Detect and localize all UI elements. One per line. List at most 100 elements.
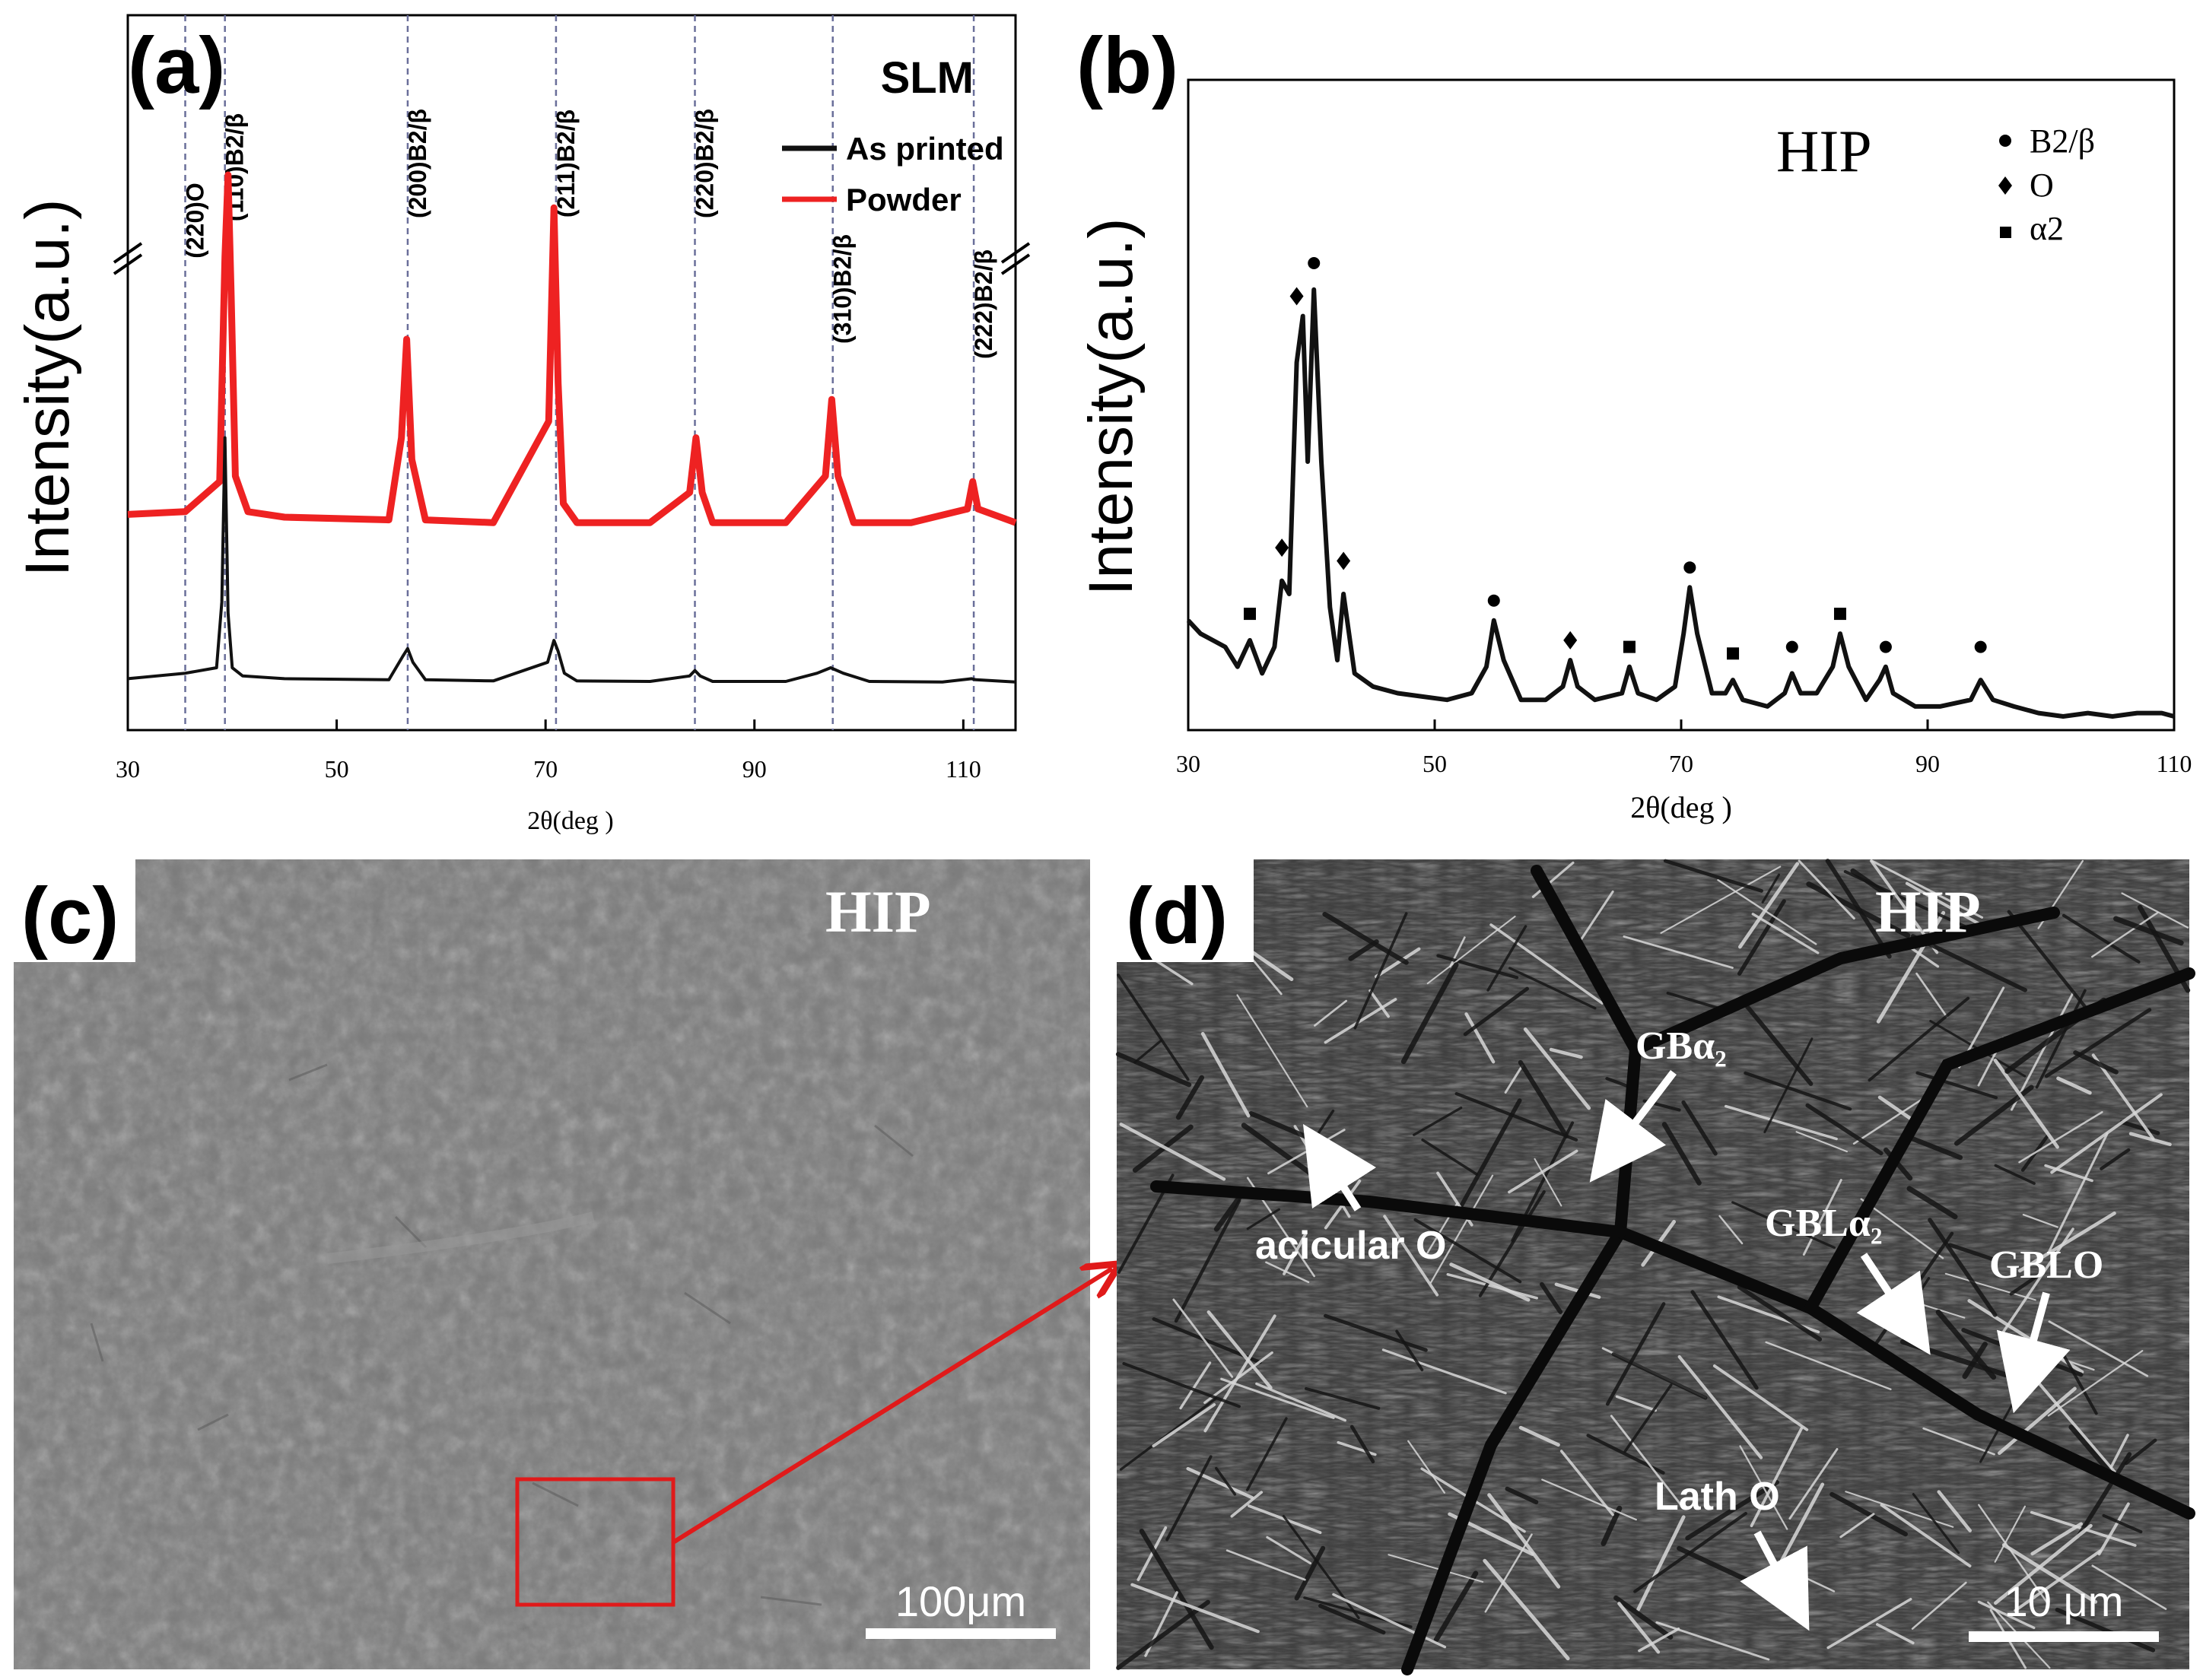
marker-diamond xyxy=(1337,551,1351,570)
lath xyxy=(1935,1309,1997,1380)
x-tick-label: 70 xyxy=(1669,750,1693,777)
lath xyxy=(2011,991,2074,1111)
lath xyxy=(1661,1122,1702,1186)
reference-line-label: (222)B2/β xyxy=(970,249,997,359)
lath xyxy=(1206,1310,1273,1389)
lath xyxy=(1750,1427,1803,1528)
lath xyxy=(1318,1603,1386,1635)
lath xyxy=(1601,1505,1623,1547)
lath xyxy=(1993,1058,2059,1149)
lath xyxy=(1489,923,1604,1005)
lath xyxy=(1213,1191,1245,1232)
lath xyxy=(1860,1198,1944,1259)
lath xyxy=(1505,1486,1539,1505)
y-axis-label: Intensity(a.u.) xyxy=(1076,218,1146,596)
lath xyxy=(1433,1570,1479,1643)
lath xyxy=(1353,912,1408,1030)
lath xyxy=(1349,1424,1375,1464)
lath xyxy=(1977,1600,2036,1630)
x-tick-label: 90 xyxy=(742,755,767,783)
lath xyxy=(1928,1218,1998,1317)
micrograph-image xyxy=(14,859,1090,1669)
lath xyxy=(1395,1329,1424,1372)
lath xyxy=(1245,1417,1288,1491)
lath xyxy=(1623,1383,1673,1453)
lath xyxy=(1998,1227,2074,1339)
chart-title: SLM xyxy=(881,53,974,103)
lath xyxy=(1534,1158,1562,1207)
lath xyxy=(1912,1493,1960,1555)
zoom-arrow xyxy=(672,1269,1112,1545)
lath xyxy=(2113,916,2184,946)
reference-line-label: (200)B2/β xyxy=(404,109,431,218)
lath xyxy=(1413,1218,1522,1284)
marker-diamond xyxy=(1275,538,1289,557)
lath xyxy=(1540,1281,1563,1314)
lath xyxy=(1962,1342,1988,1380)
y-axis-label: Intensity(a.u.) xyxy=(13,199,82,577)
lath xyxy=(1718,1215,1744,1245)
micrograph-low-mag: (c) HIP 100μm xyxy=(14,859,1112,1669)
lath xyxy=(1623,935,1734,969)
lath xyxy=(1119,1123,1226,1181)
lath xyxy=(1685,1480,1779,1541)
lath xyxy=(2077,1452,2132,1538)
lath xyxy=(1429,1174,1494,1284)
lath xyxy=(1294,1545,1326,1601)
lath xyxy=(2056,1076,2092,1095)
lath xyxy=(1574,890,1614,950)
lath xyxy=(1751,913,1820,954)
lath xyxy=(1388,1554,1484,1583)
x-ticks: 30 50 70 90 110 xyxy=(116,719,981,783)
lath xyxy=(1712,1364,1809,1431)
lath xyxy=(2018,1111,2103,1164)
lath xyxy=(1610,1415,1685,1510)
lath xyxy=(1541,1478,1637,1521)
lath xyxy=(1220,1377,1335,1419)
lath xyxy=(2046,1132,2109,1256)
lath xyxy=(1523,1027,1591,1110)
lath xyxy=(1487,1493,1561,1589)
lath xyxy=(2014,1549,2102,1612)
panel-label-bg xyxy=(14,859,135,962)
lath xyxy=(1305,1386,1381,1410)
lath xyxy=(1531,861,1575,898)
lath xyxy=(1518,1425,1560,1447)
series-group xyxy=(1186,287,2175,719)
series-line-as-printed xyxy=(127,436,1016,684)
lath xyxy=(1731,1201,1836,1250)
plot-frame xyxy=(1187,78,2176,732)
lath xyxy=(1763,1037,1814,1134)
lath xyxy=(1915,1071,1998,1100)
scale-bar-label: 100μm xyxy=(895,1577,1026,1625)
lath xyxy=(1322,911,1409,965)
lath xyxy=(1740,998,1814,1086)
lath xyxy=(2030,1522,2084,1556)
legend: As printed Powder xyxy=(782,131,1004,218)
legend-marker-square xyxy=(2000,227,2011,238)
lath xyxy=(2119,1119,2160,1135)
panel-label-c: (c) xyxy=(21,872,119,961)
lath xyxy=(1677,1354,1763,1459)
phase-markers xyxy=(1244,257,1987,660)
legend-label-b2: B2/β xyxy=(2030,122,2095,160)
lath xyxy=(1805,1103,1884,1156)
lath xyxy=(1314,999,1347,1027)
texture-band xyxy=(326,1212,595,1264)
lath xyxy=(2124,1438,2157,1466)
phase-label: HIP xyxy=(825,878,931,945)
lath xyxy=(1738,862,1800,949)
lath xyxy=(1660,865,1782,934)
phase-label: HIP xyxy=(1875,878,1981,945)
lath-texture xyxy=(1115,859,2191,1670)
arrow-acicular-o xyxy=(1302,1123,1377,1212)
lath xyxy=(1978,1504,2049,1605)
lath xyxy=(2121,892,2189,929)
lath xyxy=(1426,916,1516,985)
lath xyxy=(2097,1502,2130,1556)
lath xyxy=(1876,1623,1915,1645)
marker-square xyxy=(1244,608,1256,621)
marker-square xyxy=(1623,640,1636,653)
lath xyxy=(1518,1059,1569,1139)
lath xyxy=(1737,1285,1823,1342)
